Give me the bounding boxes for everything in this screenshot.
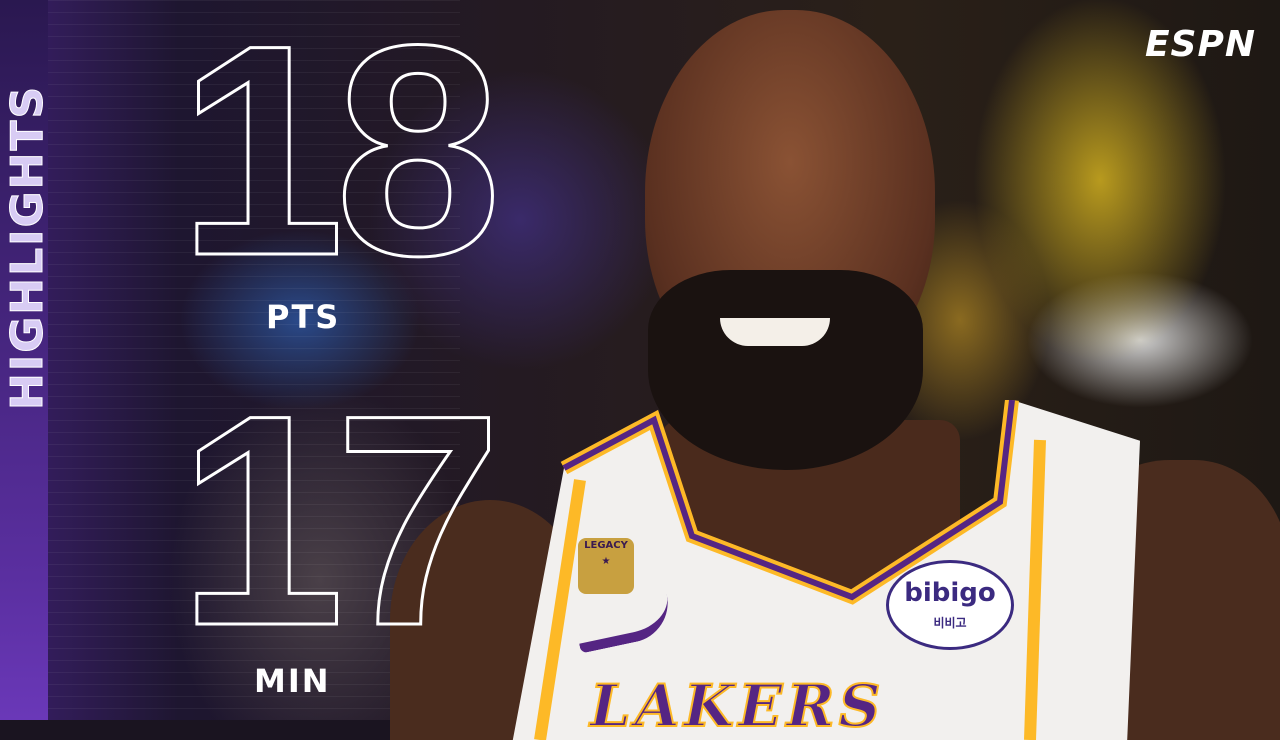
bibigo-sponsor-logo: bibigo 비비고 <box>886 560 1014 650</box>
jersey-trim <box>534 400 1046 740</box>
legacy-patch-logo: LEGACY ★ <box>578 538 634 594</box>
purple-side-bar <box>0 0 48 720</box>
points-value: 18 <box>177 0 504 318</box>
lakers-wordmark-logo: LAKERS <box>589 671 885 740</box>
minutes-label: MIN <box>254 662 331 700</box>
player-beard <box>648 270 923 470</box>
points-label: PTS <box>266 298 341 336</box>
highlights-label: HIGHLIGHTS <box>2 84 54 410</box>
stripe-overlay <box>40 0 460 720</box>
espn-logo: ESPN <box>1144 24 1256 65</box>
minutes-value: 17 <box>177 352 504 688</box>
player-smile <box>720 318 830 346</box>
